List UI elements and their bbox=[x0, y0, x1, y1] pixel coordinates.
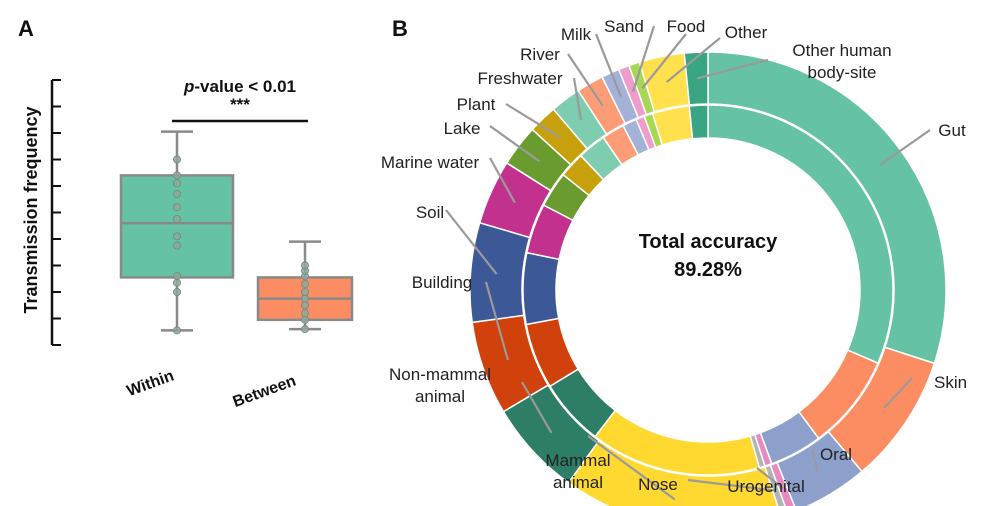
slice-label-mammal-animal-line-2: animal bbox=[553, 473, 603, 492]
category-labels: Within Between bbox=[125, 367, 299, 411]
leader-line-mammal-animal bbox=[587, 435, 676, 501]
leader-line-other bbox=[665, 37, 721, 83]
slice-inner-other-human-body-site bbox=[688, 104, 709, 140]
slice-outer-gut bbox=[707, 51, 947, 365]
leader-line-soil bbox=[445, 209, 498, 275]
slice-label-skin: Skin bbox=[934, 373, 967, 392]
panel-a-letter: A bbox=[18, 16, 34, 41]
leader-lines bbox=[445, 25, 931, 501]
data-point bbox=[300, 301, 309, 310]
data-point bbox=[300, 287, 309, 296]
leader-line-skin bbox=[883, 377, 913, 409]
box-between bbox=[256, 240, 354, 334]
data-point bbox=[300, 280, 309, 289]
slice-label-milk: Milk bbox=[561, 25, 592, 44]
slice-label-marine-water: Marine water bbox=[381, 153, 480, 172]
slice-label-gut: Gut bbox=[938, 121, 966, 140]
slice-label-other-human-body-site-line-2: body-site bbox=[808, 63, 877, 82]
data-point bbox=[300, 294, 309, 303]
category-label-between: Between bbox=[231, 373, 299, 411]
panel-b-letter: B bbox=[392, 16, 408, 41]
leader-line-river bbox=[567, 53, 604, 107]
data-point bbox=[172, 232, 181, 241]
p-value-p: p bbox=[183, 77, 194, 96]
data-point bbox=[300, 325, 309, 334]
slice-outer-soil bbox=[469, 221, 531, 324]
slice-outer-other-human-body-site bbox=[683, 51, 709, 106]
slice-label-lake: Lake bbox=[444, 119, 481, 138]
data-point bbox=[172, 278, 181, 287]
slice-label-non-mammal-animal-line-2: animal bbox=[415, 387, 465, 406]
slice-labels: Gut Skin Oral Urogenital Nose Mammal animal Non… bbox=[381, 17, 967, 496]
leader-line-gut bbox=[878, 129, 931, 167]
leader-line-building bbox=[484, 281, 509, 361]
slice-label-sand: Sand bbox=[604, 17, 644, 36]
leader-line-other-human-body-site bbox=[697, 58, 769, 80]
box-within bbox=[119, 130, 235, 335]
inner-ring bbox=[522, 104, 894, 476]
leader-line-sand bbox=[631, 25, 656, 93]
slice-label-oral: Oral bbox=[820, 445, 852, 464]
slice-label-soil: Soil bbox=[416, 203, 444, 222]
leader-line-oral bbox=[810, 449, 819, 472]
leader-line-milk bbox=[594, 33, 623, 98]
y-axis-title: Transmission frequency bbox=[21, 106, 41, 313]
slice-label-other: Other bbox=[725, 23, 768, 42]
p-value-label: p-value < 0.01 bbox=[183, 77, 296, 96]
data-point bbox=[172, 215, 181, 224]
data-point bbox=[172, 203, 181, 212]
data-point bbox=[300, 309, 309, 318]
leader-line-lake bbox=[489, 125, 541, 163]
significance-stars: *** bbox=[230, 95, 250, 114]
data-point bbox=[172, 171, 181, 180]
panel-a-boxplot: Transmission frequency p-value < 0.01 **… bbox=[21, 77, 354, 411]
boxes bbox=[119, 130, 354, 335]
leader-line-non-mammal-animal bbox=[521, 381, 553, 434]
slice-label-plant: Plant bbox=[457, 95, 496, 114]
category-label-within: Within bbox=[125, 367, 177, 400]
slice-inner-soil bbox=[522, 251, 561, 326]
slice-label-building: Building bbox=[412, 273, 473, 292]
leader-line-marine-water bbox=[489, 157, 516, 204]
data-point bbox=[172, 326, 181, 335]
slice-label-river: River bbox=[520, 45, 560, 64]
leader-line-freshwater bbox=[572, 77, 583, 121]
slice-label-urogenital: Urogenital bbox=[727, 477, 805, 496]
data-point bbox=[300, 315, 309, 324]
data-point bbox=[172, 272, 181, 281]
data-point bbox=[172, 287, 181, 296]
data-point bbox=[300, 261, 309, 270]
leader-line-plant bbox=[505, 103, 562, 139]
center-text-line-1: Total accuracy bbox=[639, 231, 778, 253]
outer-ring bbox=[469, 51, 947, 506]
data-point bbox=[172, 155, 181, 164]
slice-label-other-human-body-site-line-1: Other human bbox=[792, 41, 891, 60]
data-point bbox=[172, 179, 181, 188]
data-point bbox=[172, 241, 181, 250]
slice-label-freshwater: Freshwater bbox=[477, 69, 562, 88]
data-point bbox=[172, 189, 181, 198]
slice-label-mammal-animal-line-1: Mammal bbox=[545, 451, 610, 470]
significance-annotation: p-value < 0.01 *** bbox=[172, 77, 308, 123]
slice-label-nose: Nose bbox=[638, 475, 678, 494]
y-axis bbox=[50, 79, 61, 346]
slice-label-non-mammal-animal-line-1: Non-mammal bbox=[389, 365, 491, 384]
leader-line-nose bbox=[687, 478, 777, 492]
p-value-rest: -value < 0.01 bbox=[194, 77, 296, 96]
leader-line-urogenital bbox=[756, 467, 784, 490]
panel-b-donut: Gut Skin Oral Urogenital Nose Mammal animal Non… bbox=[381, 17, 967, 506]
center-text-line-2: 89.28% bbox=[674, 259, 742, 281]
leader-line-food bbox=[641, 33, 687, 90]
slice-label-food: Food bbox=[667, 17, 706, 36]
